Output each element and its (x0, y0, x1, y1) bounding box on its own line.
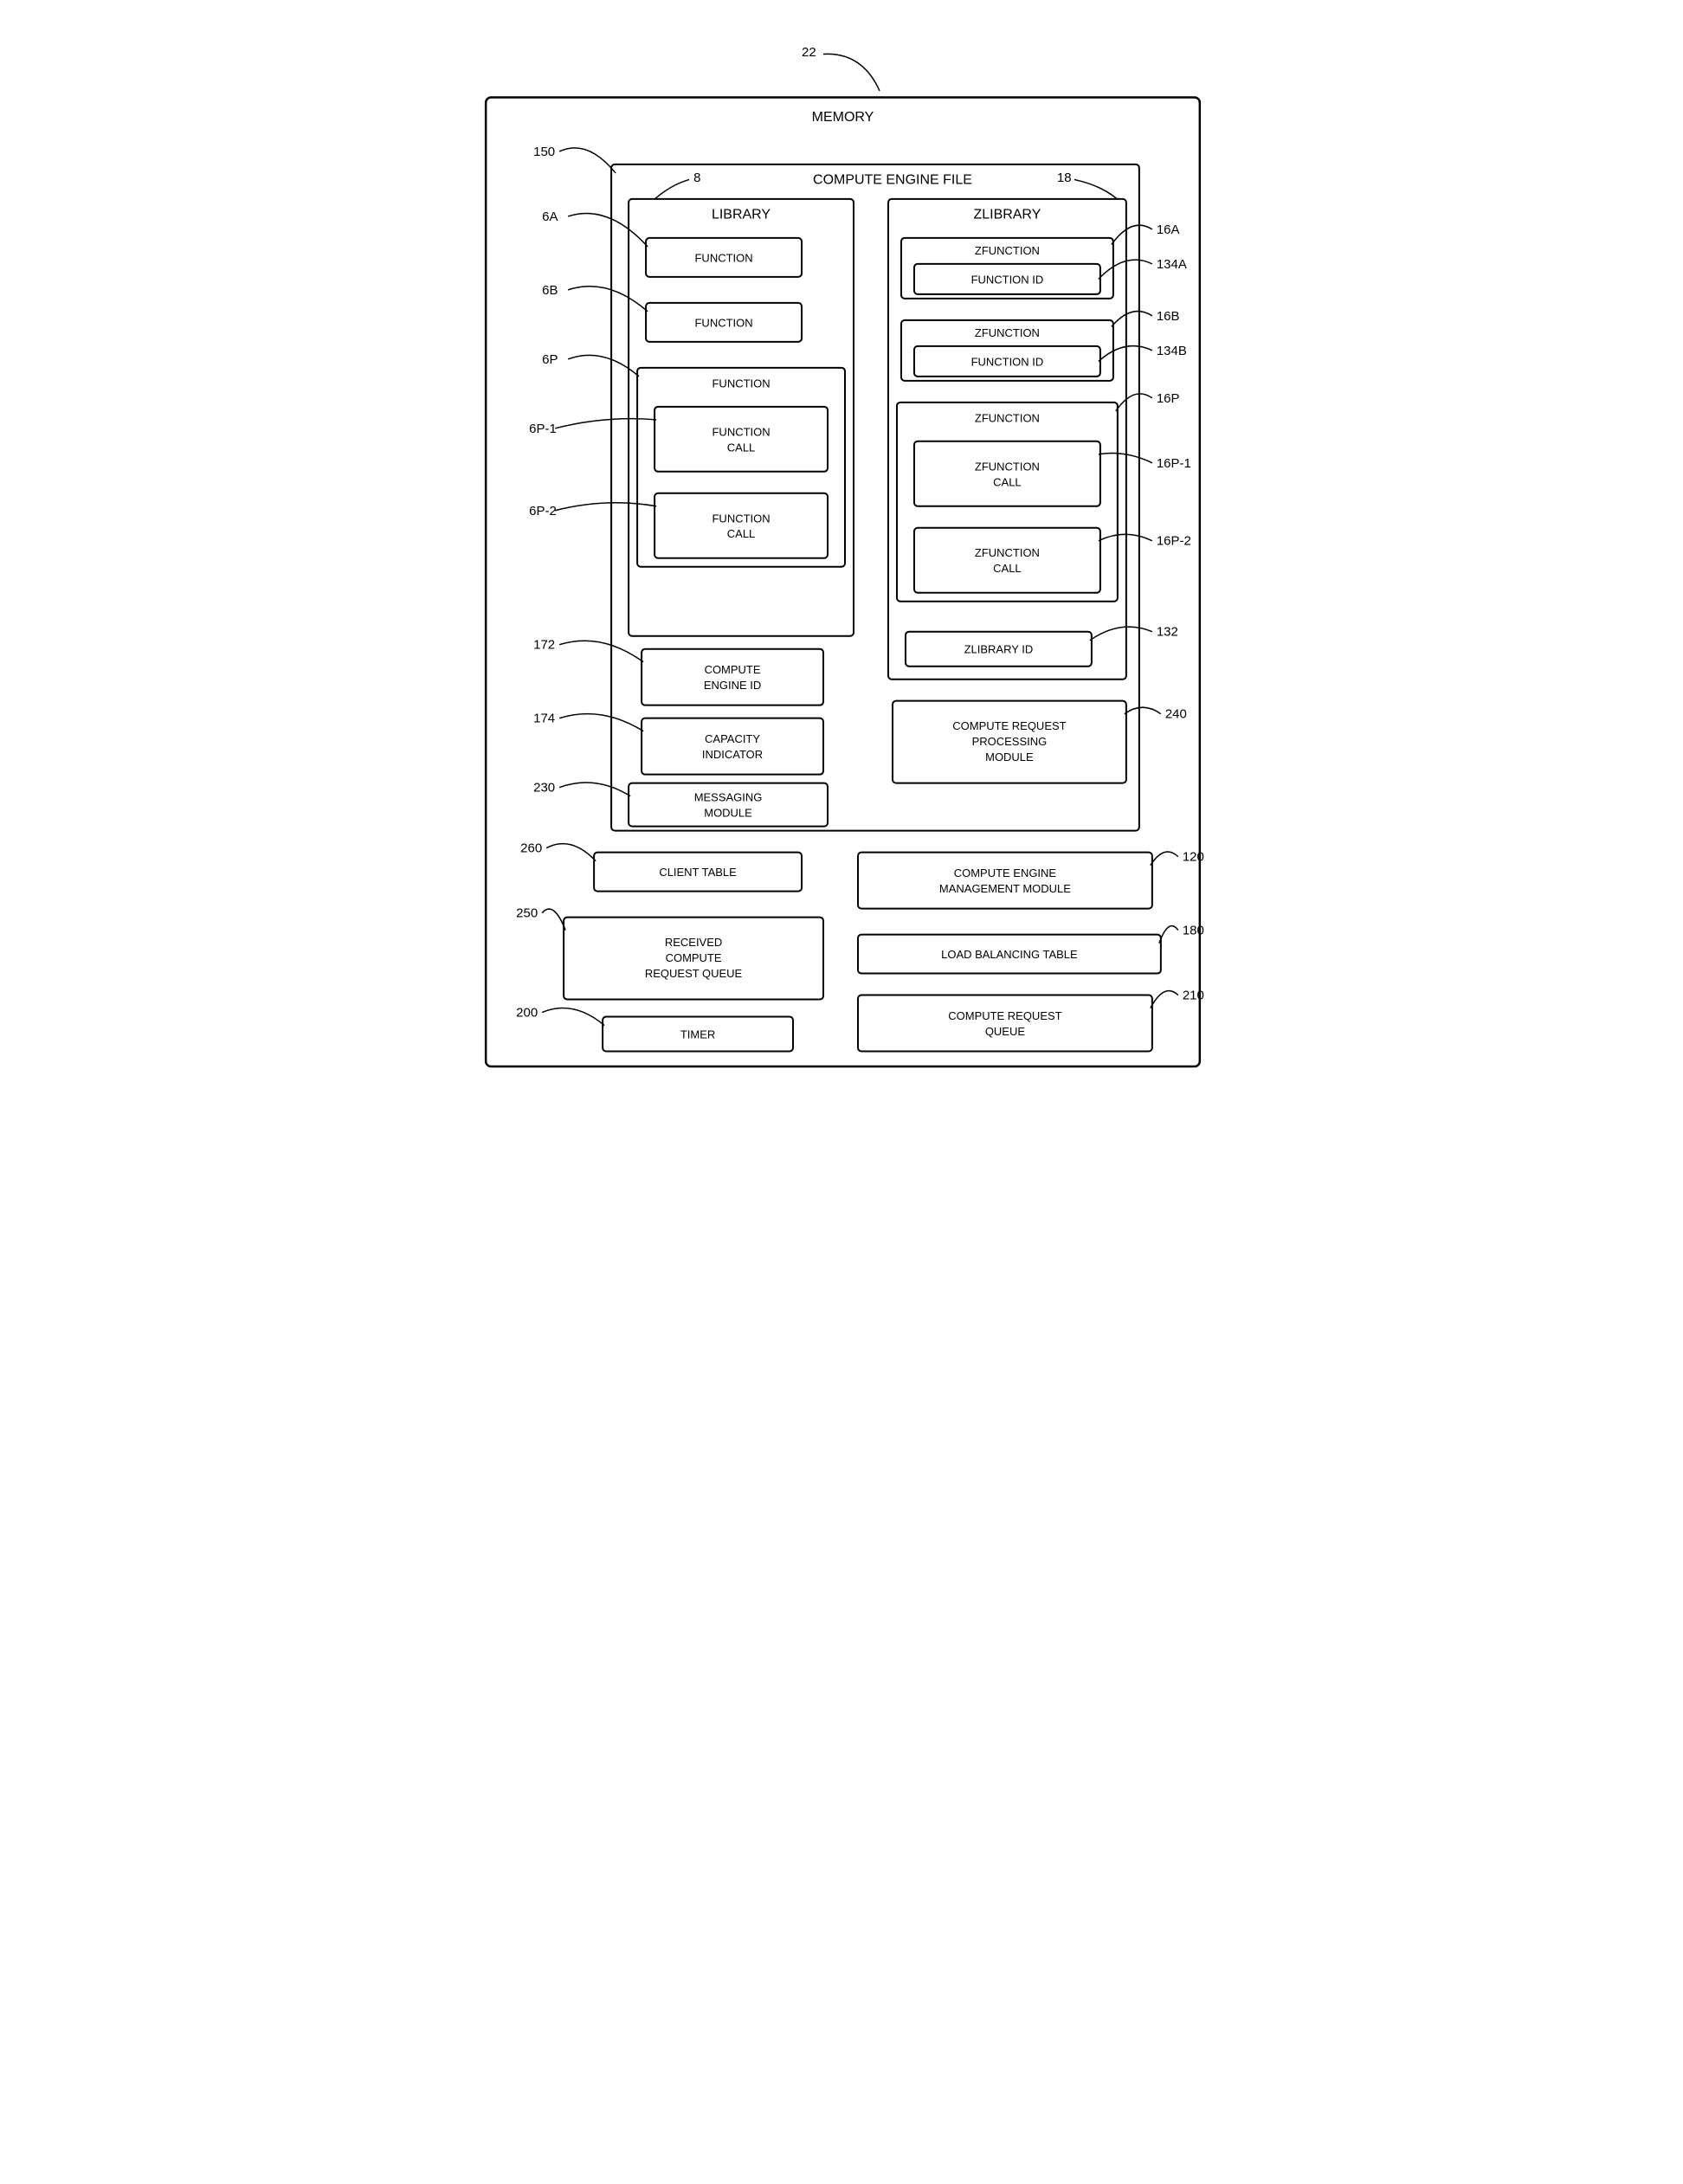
svg-text:FUNCTION: FUNCTION (695, 316, 753, 329)
svg-text:ENGINE ID: ENGINE ID (704, 679, 761, 692)
svg-text:134B: 134B (1157, 344, 1187, 358)
svg-text:240: 240 (1165, 707, 1187, 722)
svg-text:RECEIVED: RECEIVED (665, 936, 722, 949)
svg-text:6P-2: 6P-2 (529, 504, 557, 519)
svg-text:6B: 6B (542, 283, 558, 298)
svg-text:16A: 16A (1157, 222, 1180, 237)
svg-text:CALL: CALL (993, 562, 1021, 575)
svg-text:ZFUNCTION: ZFUNCTION (975, 411, 1040, 424)
svg-text:16P-1: 16P-1 (1157, 456, 1191, 471)
svg-text:22: 22 (802, 45, 816, 60)
svg-text:210: 210 (1183, 989, 1204, 1003)
svg-text:CAPACITY: CAPACITY (705, 732, 760, 745)
svg-text:172: 172 (533, 638, 555, 653)
svg-text:174: 174 (533, 712, 555, 726)
svg-text:COMPUTE REQUEST: COMPUTE REQUEST (952, 719, 1066, 732)
svg-text:FUNCTION ID: FUNCTION ID (971, 355, 1044, 368)
svg-text:16P: 16P (1157, 391, 1180, 406)
svg-text:6P-1: 6P-1 (529, 422, 557, 436)
svg-text:LOAD BALANCING TABLE: LOAD BALANCING TABLE (941, 948, 1078, 961)
svg-text:180: 180 (1183, 924, 1204, 938)
svg-text:FUNCTION ID: FUNCTION ID (971, 273, 1044, 286)
svg-text:CALL: CALL (727, 441, 755, 454)
svg-text:132: 132 (1157, 625, 1178, 640)
svg-text:CALL: CALL (993, 475, 1021, 488)
svg-text:MEMORY: MEMORY (812, 110, 874, 125)
svg-text:COMPUTE: COMPUTE (705, 663, 761, 676)
svg-text:COMPUTE REQUEST: COMPUTE REQUEST (948, 1009, 1061, 1022)
svg-text:260: 260 (520, 841, 542, 856)
svg-text:QUEUE: QUEUE (985, 1025, 1026, 1038)
svg-text:FUNCTION: FUNCTION (713, 425, 771, 438)
svg-text:INDICATOR: INDICATOR (702, 748, 763, 761)
svg-text:ZFUNCTION: ZFUNCTION (975, 244, 1040, 257)
svg-text:134A: 134A (1157, 257, 1187, 272)
svg-text:16B: 16B (1157, 309, 1180, 324)
memory-diagram: 22 MEMORY COMPUTE ENGINE FILE 150 8 18 LIBRARY… (421, 17, 1262, 1109)
svg-text:250: 250 (516, 906, 538, 921)
svg-text:COMPUTE: COMPUTE (666, 951, 722, 964)
svg-text:MESSAGING: MESSAGING (694, 791, 763, 804)
svg-text:REQUEST QUEUE: REQUEST QUEUE (645, 967, 743, 980)
svg-text:COMPUTE ENGINE FILE: COMPUTE ENGINE FILE (813, 172, 972, 187)
svg-text:FUNCTION: FUNCTION (713, 377, 771, 390)
svg-text:200: 200 (516, 1006, 538, 1021)
svg-text:ZLIBRARY: ZLIBRARY (973, 207, 1041, 222)
svg-text:16P-2: 16P-2 (1157, 534, 1191, 549)
svg-text:ZLIBRARY ID: ZLIBRARY ID (964, 643, 1034, 656)
svg-text:LIBRARY: LIBRARY (712, 207, 771, 222)
svg-text:ZFUNCTION: ZFUNCTION (975, 326, 1040, 339)
svg-text:FUNCTION: FUNCTION (713, 512, 771, 525)
svg-text:MANAGEMENT MODULE: MANAGEMENT MODULE (939, 882, 1071, 895)
svg-text:PROCESSING: PROCESSING (972, 735, 1048, 748)
svg-text:CALL: CALL (727, 527, 755, 540)
svg-text:230: 230 (533, 781, 555, 796)
svg-text:ZFUNCTION: ZFUNCTION (975, 460, 1040, 473)
svg-text:COMPUTE ENGINE: COMPUTE ENGINE (954, 867, 1057, 879)
svg-text:6P: 6P (542, 352, 558, 367)
svg-text:120: 120 (1183, 850, 1204, 865)
svg-text:8: 8 (693, 171, 700, 185)
svg-text:MODULE: MODULE (704, 807, 752, 820)
svg-text:18: 18 (1057, 171, 1072, 185)
svg-text:6A: 6A (542, 209, 558, 224)
svg-text:CLIENT TABLE: CLIENT TABLE (659, 866, 737, 879)
svg-text:150: 150 (533, 145, 555, 159)
svg-text:ZFUNCTION: ZFUNCTION (975, 546, 1040, 559)
svg-text:FUNCTION: FUNCTION (695, 251, 753, 264)
svg-text:TIMER: TIMER (680, 1028, 715, 1041)
svg-text:MODULE: MODULE (985, 751, 1034, 763)
